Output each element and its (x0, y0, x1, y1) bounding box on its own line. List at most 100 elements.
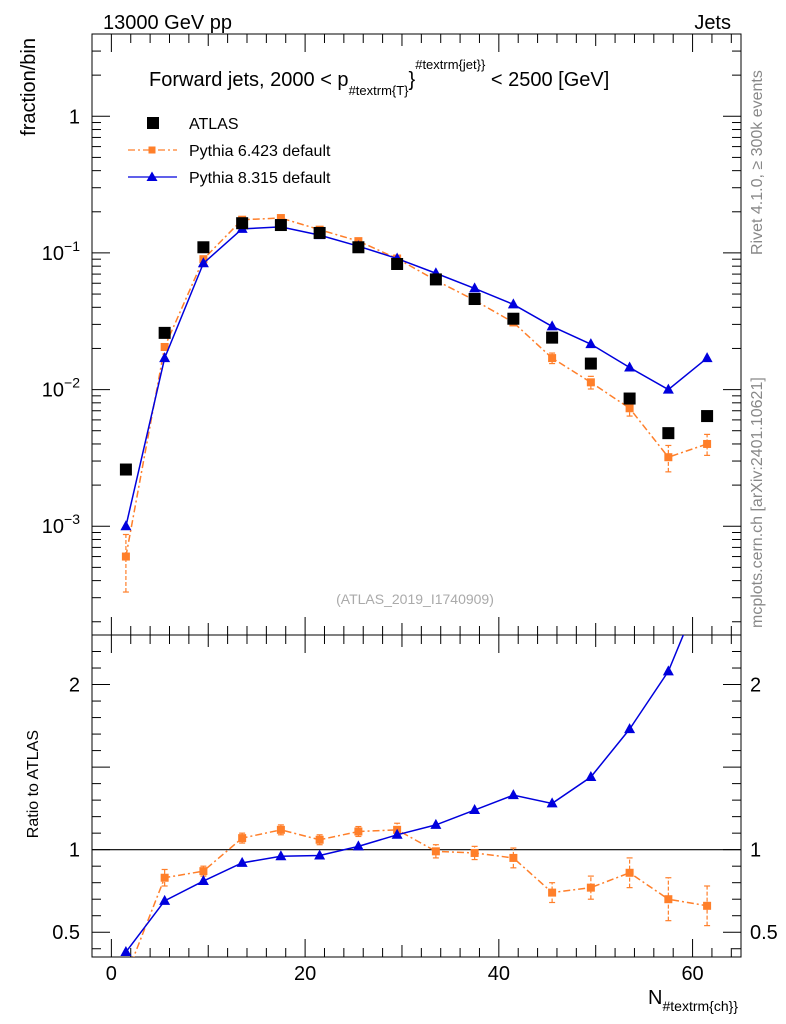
rivet-label: Rivet 4.1.0, ≥ 300k events (749, 70, 766, 255)
main-line-pythia-8-315-default (125, 226, 708, 527)
ratio-point-pythia-8-315-default (352, 840, 364, 851)
ratio-point-pythia-8-315-default (314, 849, 326, 860)
ratio-point-pythia-6-423-default (431, 847, 440, 856)
main-point-atlas (197, 241, 210, 254)
source-label: mcplots.cern.ch [arXiv:2401.10621] (749, 377, 766, 628)
main-point-atlas (546, 331, 559, 344)
ratio-point-pythia-8-315-default (507, 789, 519, 800)
ratio-point-pythia-8-315-default (197, 875, 209, 886)
title-subscript: #textrm{T} (349, 83, 410, 98)
main-point-atlas (701, 410, 714, 423)
main-ytick-label: 10−3 (42, 511, 80, 538)
main-point-pythia-6-423-default (625, 404, 634, 413)
tick-layer (92, 33, 741, 957)
x-tick-label: 40 (488, 963, 510, 985)
main-data-layer (119, 214, 714, 593)
ratio-point-pythia-8-315-default (391, 828, 403, 839)
title-close-sup: } (481, 57, 486, 72)
main-point-atlas (236, 217, 249, 230)
ratio-point-pythia-6-423-default (664, 895, 673, 904)
ratio-point-pythia-8-315-default (159, 894, 171, 905)
main-point-atlas (313, 226, 326, 239)
main-ytick-label-base: 10 (42, 243, 64, 265)
main-point-pythia-8-315-default (197, 257, 209, 268)
ratio-point-pythia-8-315-default (585, 771, 597, 782)
main-point-pythia-8-315-default (159, 352, 171, 363)
x-tick-label: 20 (294, 963, 316, 985)
ratio-ytick-label-right: 0.5 (750, 922, 778, 944)
main-point-atlas (662, 427, 675, 440)
main-point-pythia-6-423-default (276, 214, 285, 223)
ratio-point-pythia-6-423-default (354, 827, 363, 836)
main-point-atlas (584, 357, 597, 370)
main-point-pythia-8-315-default (662, 383, 674, 394)
main-point-atlas (274, 219, 287, 232)
ratio-point-pythia-6-423-default (315, 835, 324, 844)
plot-title: Forward jets, 2000 < p#textrm{T}}#textrm… (149, 57, 609, 98)
ratio-point-pythia-8-315-default (624, 723, 636, 734)
main-point-pythia-8-315-default (507, 298, 519, 309)
ratio-point-pythia-6-423-default (586, 883, 595, 892)
x-tick-label: 60 (681, 963, 703, 985)
main-ytick-label-base: 10 (42, 380, 64, 402)
main-point-pythia-6-423-default (548, 354, 557, 363)
main-point-atlas (468, 293, 481, 306)
main-point-atlas (623, 392, 636, 405)
main-point-pythia-6-423-default (121, 552, 130, 561)
legend-label-pythia6: Pythia 6.423 default (189, 143, 331, 160)
ratio-point-pythia-8-315-default (469, 804, 481, 815)
ratio-line-pythia-6-423-default (132, 829, 708, 957)
ratio-point-pythia-8-315-default (236, 856, 248, 867)
legend: ATLAS Pythia 6.423 default Pythia 8.315 … (128, 116, 331, 187)
ratio-point-pythia-6-423-default (276, 825, 285, 834)
ratio-point-pythia-8-315-default (430, 818, 442, 829)
ratio-ytick-label-right: 1 (750, 840, 761, 862)
ratio-point-pythia-6-423-default (509, 853, 518, 862)
ratio-ytick-label-right: 2 (750, 675, 761, 697)
title-close-sub: } (409, 69, 416, 91)
main-ytick-label: 10−2 (42, 375, 80, 402)
main-ytick-label-base: 10 (42, 516, 64, 538)
ratio-point-pythia-6-423-default (199, 867, 208, 876)
legend-marker-pythia6 (148, 146, 156, 154)
title-superscript: #textrm{jet} (415, 57, 481, 72)
legend-marker-atlas (147, 117, 159, 129)
x-axis-label: N#textrm{ch}} (648, 987, 738, 1014)
legend-label-pythia8: Pythia 8.315 default (189, 170, 331, 187)
main-ytick-label-exp: −1 (64, 238, 80, 254)
main-ytick-label: 1 (69, 106, 80, 128)
main-ytick-label-exp: −2 (64, 375, 80, 391)
ratio-ytick-label-left: 2 (69, 675, 80, 697)
main-point-pythia-6-423-default (160, 342, 169, 351)
main-point-atlas (119, 463, 132, 476)
header-left: 13000 GeV pp (103, 12, 232, 34)
main-point-pythia-8-315-default (701, 352, 713, 363)
main-point-pythia-8-315-default (546, 320, 558, 331)
ratio-point-pythia-6-423-default (470, 848, 479, 857)
ratio-point-pythia-8-315-default (662, 665, 674, 676)
legend-marker-pythia8 (146, 171, 158, 181)
main-point-pythia-6-423-default (664, 453, 673, 462)
main-point-pythia-6-423-default (703, 439, 712, 448)
title-tail: < 2500 [GeV] (485, 69, 609, 91)
main-ylabel: fraction/bin (18, 38, 40, 136)
main-ytick-label: 10−1 (42, 238, 80, 265)
legend-label-atlas: ATLAS (189, 116, 239, 133)
ratio-ytick-label-left: 1 (69, 840, 80, 862)
header-right: Jets (694, 12, 731, 34)
main-point-atlas (429, 273, 442, 286)
main-point-atlas (352, 241, 365, 254)
ratio-ylabel: Ratio to ATLAS (25, 730, 42, 838)
ratio-point-pythia-8-315-default (702, 571, 713, 581)
ratio-point-pythia-6-423-default (238, 834, 247, 843)
main-line-pythia-6-423-default (125, 217, 708, 557)
main-point-atlas (507, 312, 520, 325)
ratio-point-pythia-6-423-default (160, 873, 169, 882)
ratio-point-pythia-6-423-default (703, 901, 712, 910)
ratio-data-layer (120, 571, 713, 957)
x-tick-label: 0 (106, 963, 117, 985)
main-point-pythia-8-315-default (469, 282, 481, 293)
main-point-pythia-8-315-default (624, 361, 636, 372)
ratio-ytick-label-left: 0.5 (52, 922, 80, 944)
ratio-point-pythia-6-423-default (548, 888, 557, 897)
